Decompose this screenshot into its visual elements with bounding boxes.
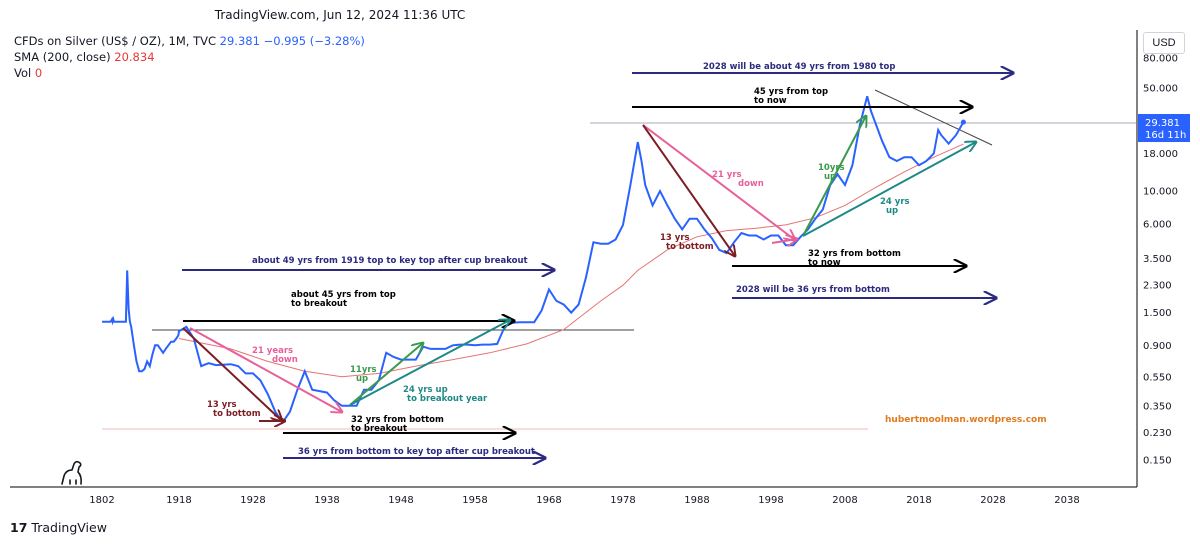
symbol-change: −0.995 (−3.28%): [263, 34, 365, 48]
label-24yrs-up-right-line2: up: [886, 206, 898, 216]
arrow-24yrs-up-right: [802, 142, 976, 237]
label-32yrs-now-line2: to now: [808, 258, 841, 268]
x-tick-label: 1928: [240, 495, 265, 506]
dino-icon: [61, 460, 82, 485]
label-11yrs-line2: up: [356, 374, 368, 384]
label-2028-36yrs: 2028 will be 36 yrs from bottom: [736, 285, 890, 295]
vol-label[interactable]: Vol: [14, 66, 32, 80]
sma-row: SMA (200, close) 20.834: [14, 49, 365, 65]
y-tick-label: 2.300: [1143, 281, 1172, 292]
y-tick-label: 0.350: [1143, 401, 1172, 412]
label-21yrs-down-left-line1: 21 years: [252, 346, 293, 356]
label-24yrs-breakout-line2: to breakout year: [407, 394, 488, 404]
y-tick-label: 50.000: [1143, 84, 1178, 95]
arrow-24yrs-breakout: [349, 320, 510, 406]
label-45yrs-breakout-line2: to breakout: [291, 299, 347, 309]
x-tick-label: 1918: [166, 495, 191, 506]
y-tick-label: 18.000: [1143, 149, 1178, 160]
label-32yrs-now-line1: 32 yrs from bottom: [808, 249, 901, 259]
y-tick-label: 0.230: [1143, 428, 1172, 439]
label-11yrs-line1: 11yrs: [350, 365, 377, 375]
label-36yrs: 36 yrs from bottom to key top after cup …: [298, 447, 535, 457]
last-price-dot: [960, 119, 966, 125]
arrow-21yrs-down-right: [642, 124, 795, 240]
price-tag: 29.381 16d 11h: [1138, 114, 1190, 142]
x-tick-label: 1802: [89, 495, 114, 506]
symbol-price: 29.381: [219, 34, 260, 48]
label-49yrs-1980: 2028 will be about 49 yrs from 1980 top: [703, 62, 895, 72]
y-tick-label: 0.550: [1143, 372, 1172, 383]
x-tick-label: 2008: [832, 495, 857, 506]
label-13yrs-right-line1: 13 yrs: [660, 233, 690, 243]
chart-timestamp: TradingView.com, Jun 12, 2024 11:36 UTC: [214, 8, 466, 22]
label-10yrs-line2: up: [824, 172, 836, 182]
label-10yrs-line1: 10yrs: [818, 163, 845, 173]
arrow-21yrs-down-left: [189, 327, 342, 412]
label-32yrs-breakout-line2: to breakout: [351, 424, 407, 434]
x-tick-label: 1978: [610, 495, 635, 506]
x-tick-label: 1938: [314, 495, 339, 506]
label-45yrs-top-line1: 45 yrs from top: [754, 87, 828, 97]
label-24yrs-up-right-line1: 24 yrs: [880, 197, 910, 207]
label-21yrs-down-right-line1: 21 yrs: [712, 170, 742, 180]
label-49yrs-1919: about 49 yrs from 1919 top to key top af…: [252, 256, 528, 266]
y-tick-label: 0.150: [1143, 456, 1172, 467]
vol-value: 0: [34, 66, 43, 80]
symbol-row: CFDs on Silver (US$ / OZ), 1M, TVC 29.38…: [14, 33, 365, 49]
x-axis-ticks: 1802 1918 1928 1938 1948 1958 1968 1978 1988 1998…: [89, 495, 1079, 506]
sma-label[interactable]: SMA (200, close): [14, 50, 111, 64]
arrow-11yrs-up: [349, 343, 423, 406]
y-tick-label: 80.000: [1143, 54, 1178, 65]
y-tick-label: 6.000: [1143, 219, 1172, 230]
arrow-pink-short-right: [771, 239, 797, 243]
label-13yrs-left-line1: 13 yrs: [207, 400, 237, 410]
vol-row: Vol 0: [14, 65, 365, 81]
price-tag-countdown: 16d 11h: [1145, 130, 1186, 141]
x-tick-label: 1948: [388, 495, 413, 506]
tradingview-logo-icon: 17: [10, 520, 28, 535]
x-tick-label: 2038: [1054, 495, 1079, 506]
x-tick-label: 2028: [980, 495, 1005, 506]
watermark-text: hubertmoolman.wordpress.com: [885, 415, 1047, 425]
tradingview-name: TradingView: [31, 520, 107, 535]
label-32yrs-breakout-line1: 32 yrs from bottom: [351, 415, 444, 425]
x-tick-label: 1968: [536, 495, 561, 506]
label-24yrs-breakout-line1: 24 yrs up: [403, 385, 448, 395]
price-tag-value: 29.381: [1145, 118, 1180, 129]
label-13yrs-left-line2: to bottom: [213, 409, 261, 419]
label-45yrs-top-line2: to now: [754, 96, 787, 106]
label-45yrs-breakout-line1: about 45 yrs from top: [291, 290, 396, 300]
currency-button[interactable]: USD: [1143, 32, 1185, 54]
symbol-name[interactable]: CFDs on Silver (US$ / OZ), 1M, TVC: [14, 34, 216, 48]
downtrend-line: [874, 89, 993, 146]
x-tick-label: 1998: [758, 495, 783, 506]
sma-line: [178, 143, 964, 378]
arrow-13yrs-left: [182, 327, 282, 421]
chart-legend[interactable]: CFDs on Silver (US$ / OZ), 1M, TVC 29.38…: [14, 33, 365, 81]
arrow-10yrs-up: [802, 116, 866, 237]
x-tick-label: 2018: [906, 495, 931, 506]
price-tag-box: [1138, 114, 1190, 142]
sma-value: 20.834: [114, 50, 155, 64]
y-axis-ticks: 80.000 50.000 18.000 10.000 6.000 3.500 2.300 1…: [1143, 54, 1178, 467]
label-21yrs-down-right-line2: down: [738, 179, 764, 189]
y-tick-label: 10.000: [1143, 187, 1178, 198]
y-tick-label: 0.900: [1143, 341, 1172, 352]
x-tick-label: 1958: [462, 495, 487, 506]
label-21yrs-down-left-line2: down: [272, 355, 298, 365]
tradingview-brand[interactable]: 17 TradingView: [10, 520, 107, 535]
x-tick-label: 1988: [684, 495, 709, 506]
label-13yrs-right-line2: to bottom: [666, 242, 714, 252]
arrow-13yrs-right: [642, 124, 735, 256]
y-tick-label: 3.500: [1143, 254, 1172, 265]
y-tick-label: 1.500: [1143, 308, 1172, 319]
